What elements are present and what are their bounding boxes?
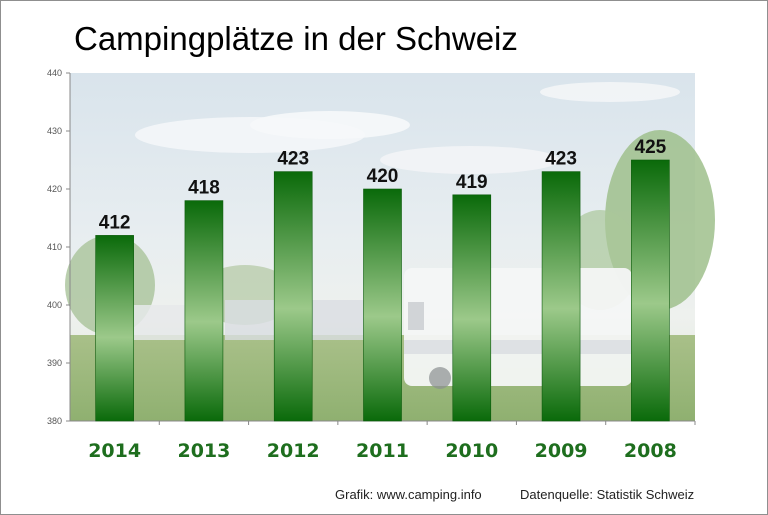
x-tick-label-2011: 2011 <box>356 440 409 462</box>
value-label-2008: 425 <box>635 137 667 158</box>
bar-2009 <box>541 171 581 422</box>
x-axis: 2014 2013 2012 2011 2010 2009 2008 <box>88 421 696 462</box>
x-tick-label-2012: 2012 <box>267 440 320 462</box>
bar-2012 <box>273 171 313 422</box>
value-label-2014: 412 <box>99 212 131 233</box>
chart-title: Campingplätze in der Schweiz <box>74 20 518 57</box>
footer-source-data: Datenquelle: Statistik Schweiz <box>520 487 695 502</box>
y-tick-label: 430 <box>47 126 62 136</box>
bars <box>95 159 670 422</box>
y-tick-label: 440 <box>47 68 62 78</box>
value-label-2010: 419 <box>456 172 488 193</box>
footer-source-graphic: Grafik: www.camping.info <box>335 487 482 502</box>
value-label-2009: 423 <box>545 149 577 170</box>
y-tick-label: 400 <box>47 300 62 310</box>
y-tick-label: 420 <box>47 184 62 194</box>
value-labels: 412 418 423 420 419 423 425 <box>99 137 667 233</box>
value-label-2011: 420 <box>367 166 399 187</box>
x-tick-label-2010: 2010 <box>445 440 498 462</box>
x-tick-label-2013: 2013 <box>177 440 230 462</box>
y-axis: 380 390 400 410 420 430 440 <box>47 68 70 426</box>
x-tick-label-2014: 2014 <box>88 440 141 462</box>
bar-2010 <box>452 194 492 422</box>
bar-2014 <box>95 235 134 422</box>
y-tick-label: 390 <box>47 358 62 368</box>
x-tick-label-2008: 2008 <box>624 440 677 462</box>
value-label-2012: 423 <box>277 149 309 170</box>
background-photo <box>65 73 715 421</box>
bar-2008 <box>631 159 670 422</box>
x-tick-label-2009: 2009 <box>535 440 588 462</box>
y-tick-label: 410 <box>47 242 62 252</box>
y-tick-label: 380 <box>47 416 62 426</box>
value-label-2013: 418 <box>188 178 220 199</box>
bar-2011 <box>363 188 402 422</box>
bar-2013 <box>184 200 224 422</box>
